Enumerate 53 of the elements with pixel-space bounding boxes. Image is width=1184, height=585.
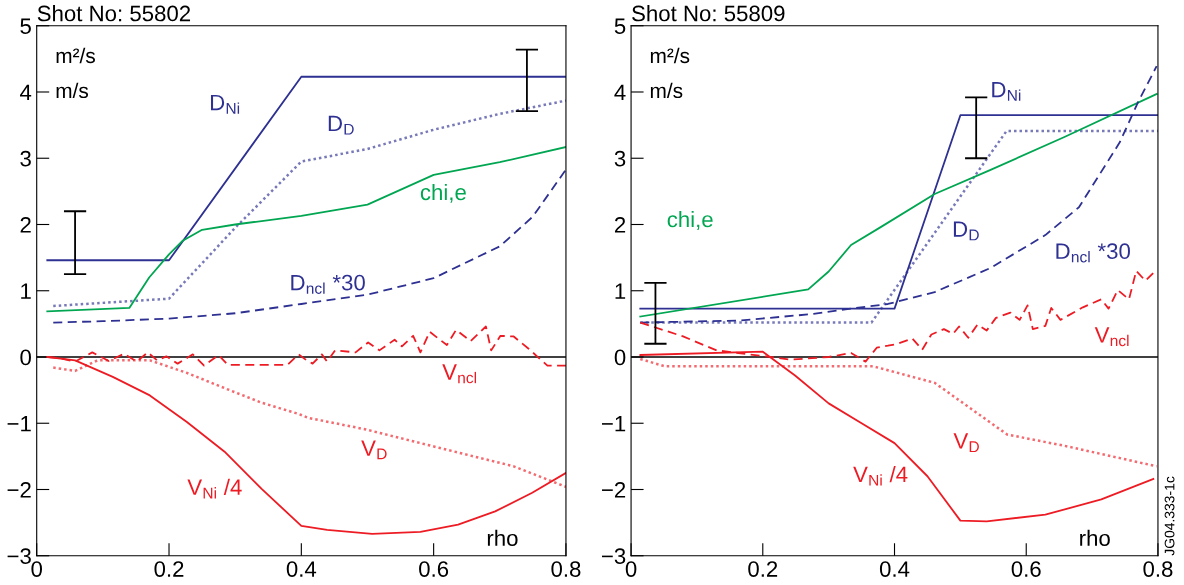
y-tick-label: −2 xyxy=(7,482,31,498)
y-tick-label: −3 xyxy=(601,548,626,565)
series-label: D$_{Ni}$ xyxy=(992,81,1021,101)
chart-title: Shot No: 55802 xyxy=(37,5,191,22)
series-label: V$_{Ni}$ /4 xyxy=(187,478,242,499)
x-tick-label: 0 xyxy=(625,561,637,577)
text: chi,e xyxy=(667,211,713,230)
y-tick-label: −1 xyxy=(7,416,31,432)
x-tick-label: 0.6 xyxy=(1011,561,1041,577)
line-series xyxy=(52,168,566,324)
series-label: D$_{D}$ xyxy=(953,221,979,241)
series-label: D$_{Ni}$ xyxy=(210,94,240,114)
y-tick-label: 4 xyxy=(614,84,626,101)
series-label: D$_{ncl}$ *30 xyxy=(291,274,365,294)
y-tick-label: −2 xyxy=(601,482,626,498)
series-label: chi,e xyxy=(420,183,466,203)
x-tick-label: 0.2 xyxy=(748,561,778,577)
y-tick-label: 3 xyxy=(614,150,626,167)
x-axis-title: rho xyxy=(1080,529,1110,547)
annotation: m²/s xyxy=(56,47,95,64)
series-label: V$_{D}$ xyxy=(361,440,387,460)
series-label: D$_{D}$ xyxy=(328,115,354,135)
y-tick-label: 1 xyxy=(21,283,31,299)
y-tick-label: 5 xyxy=(614,18,626,35)
annotation: m/s xyxy=(650,82,683,99)
series-label: D$_{ncl}$ *30 xyxy=(1056,243,1130,263)
y-tick-label: −3 xyxy=(7,548,31,565)
y-tick-label: 1 xyxy=(615,283,626,299)
x-tick-label: 0.4 xyxy=(286,561,317,577)
y-tick-label: 3 xyxy=(20,150,31,167)
y-tick-label: 0 xyxy=(20,349,31,366)
x-tick-label: 0 xyxy=(31,561,43,577)
series-label: V$_{D}$ xyxy=(953,433,979,453)
x-tick-label: 0.2 xyxy=(154,561,184,577)
chart-title: Shot No: 55809 xyxy=(632,5,785,22)
x-tick-label: 0.8 xyxy=(1143,561,1173,577)
x-tick-label: 0.8 xyxy=(551,561,581,577)
text: JG04.333-1c xyxy=(1164,476,1175,556)
x-tick-label: 0.4 xyxy=(879,561,910,577)
y-tick-label: −1 xyxy=(601,416,626,432)
y-tick-label: 0 xyxy=(614,349,626,366)
x-axis-title: rho xyxy=(487,529,518,547)
y-tick-label: 4 xyxy=(20,84,32,101)
series-label: V$_{Ni}$ /4 xyxy=(853,465,908,486)
annotation: m²/s xyxy=(650,47,690,64)
annotation: m/s xyxy=(56,82,89,99)
y-tick-label: 2 xyxy=(614,217,626,233)
series-label: V$_{ncl}$ xyxy=(1094,327,1129,347)
x-tick-label: 0.6 xyxy=(419,561,449,577)
y-tick-label: 5 xyxy=(20,18,31,35)
series-label: V$_{ncl}$ xyxy=(442,364,477,384)
y-tick-label: 2 xyxy=(20,217,31,233)
line-series xyxy=(46,146,566,313)
